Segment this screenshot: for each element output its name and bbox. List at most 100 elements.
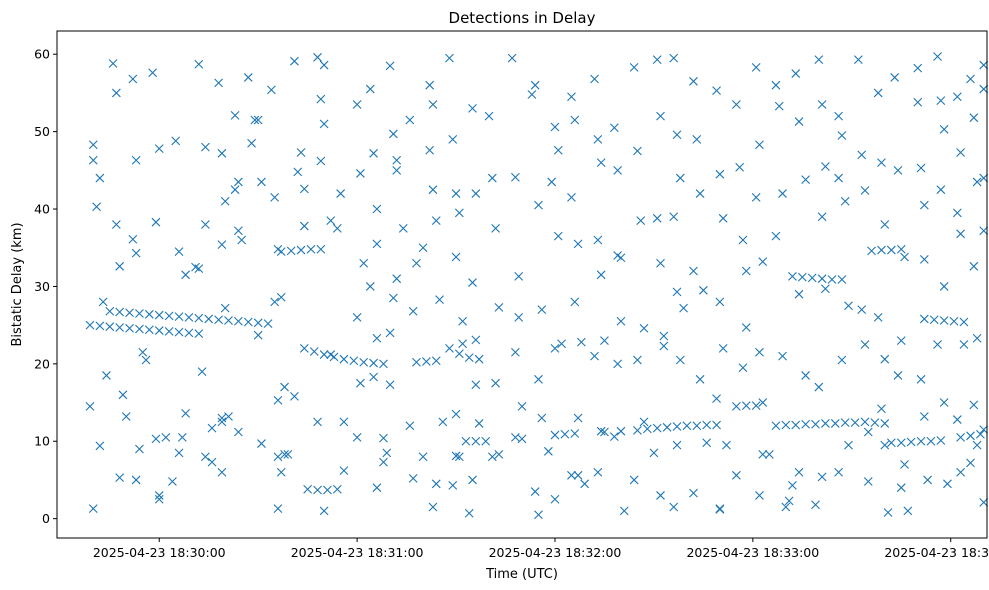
data-point (695, 189, 705, 198)
data-point (514, 271, 524, 281)
data-point (959, 340, 969, 349)
data-point (247, 138, 256, 148)
data-point (715, 504, 725, 514)
data-point (682, 421, 692, 431)
data-point (916, 374, 926, 384)
data-point (164, 311, 174, 321)
data-point (286, 246, 296, 256)
data-point (672, 440, 682, 450)
data-point (573, 470, 583, 480)
data-point (570, 429, 580, 438)
data-point (715, 297, 725, 307)
data-point (290, 56, 299, 66)
data-point (616, 253, 626, 263)
data-point (95, 321, 105, 331)
x-tick-label: 2025-04-23 18:32:00 (489, 545, 622, 560)
data-point (814, 382, 824, 392)
data-point (966, 74, 975, 84)
data-point (890, 73, 900, 82)
data-point (276, 292, 286, 302)
data-point (365, 84, 375, 94)
data-point (95, 441, 105, 451)
data-point (174, 448, 184, 458)
data-point (976, 429, 985, 439)
data-point (201, 452, 210, 462)
data-point (609, 123, 619, 133)
data-point (369, 358, 378, 368)
data-point (893, 371, 903, 380)
data-point (458, 339, 468, 349)
data-point (817, 274, 827, 284)
data-point (850, 418, 860, 428)
data-point (778, 189, 787, 198)
data-point (174, 247, 184, 256)
data-point (425, 145, 435, 155)
data-point (98, 297, 108, 307)
data-point (893, 165, 903, 175)
data-point (616, 426, 626, 436)
data-point (105, 306, 115, 316)
data-point (352, 100, 362, 109)
data-point (131, 155, 141, 165)
data-point (695, 374, 705, 384)
data-point (332, 223, 342, 233)
data-point (853, 55, 863, 65)
data-point (952, 208, 962, 218)
data-point (280, 382, 289, 392)
data-point (487, 173, 497, 183)
data-point (966, 431, 975, 441)
data-point (372, 239, 382, 249)
x-tick-label: 2025-04-23 18:34:00 (884, 545, 989, 560)
data-point (141, 355, 151, 365)
data-point (807, 273, 817, 283)
data-point (896, 438, 906, 448)
data-point (359, 357, 369, 367)
data-point (781, 502, 791, 512)
data-point (184, 328, 194, 338)
data-point (567, 92, 576, 102)
data-point (253, 115, 263, 125)
data-point (418, 452, 428, 462)
data-point (233, 177, 243, 187)
data-point (886, 245, 896, 255)
data-point (352, 432, 362, 442)
data-point (600, 427, 609, 437)
data-point (299, 184, 309, 194)
data-point (191, 262, 200, 272)
data-point (224, 412, 233, 421)
data-point (392, 165, 402, 175)
data-point (154, 491, 164, 500)
data-point (385, 380, 395, 390)
data-point (936, 436, 946, 445)
data-point (722, 440, 731, 450)
data-point (88, 155, 98, 165)
data-point (659, 341, 669, 351)
data-point (689, 76, 698, 86)
data-point (817, 100, 827, 109)
data-point (652, 423, 662, 433)
data-point (669, 502, 679, 512)
data-point (511, 347, 520, 357)
data-point (764, 450, 774, 459)
data-point (243, 317, 253, 327)
data-point (273, 504, 283, 513)
y-axis-label: Bistatic Delay (km) (10, 222, 25, 346)
data-point (230, 185, 240, 195)
y-tick-label: 10 (34, 434, 50, 449)
data-point (372, 483, 382, 493)
data-point (201, 142, 210, 152)
data-point (830, 419, 840, 428)
data-point (919, 254, 929, 264)
data-point (550, 430, 560, 440)
data-point (741, 401, 751, 411)
data-point (933, 340, 942, 349)
data-point (398, 223, 408, 233)
data-point (543, 446, 553, 456)
data-point (511, 432, 520, 442)
data-point (629, 62, 639, 72)
data-point (464, 508, 474, 518)
data-point (280, 450, 289, 459)
data-point (319, 350, 329, 359)
data-point (672, 422, 682, 431)
data-point (972, 177, 982, 187)
